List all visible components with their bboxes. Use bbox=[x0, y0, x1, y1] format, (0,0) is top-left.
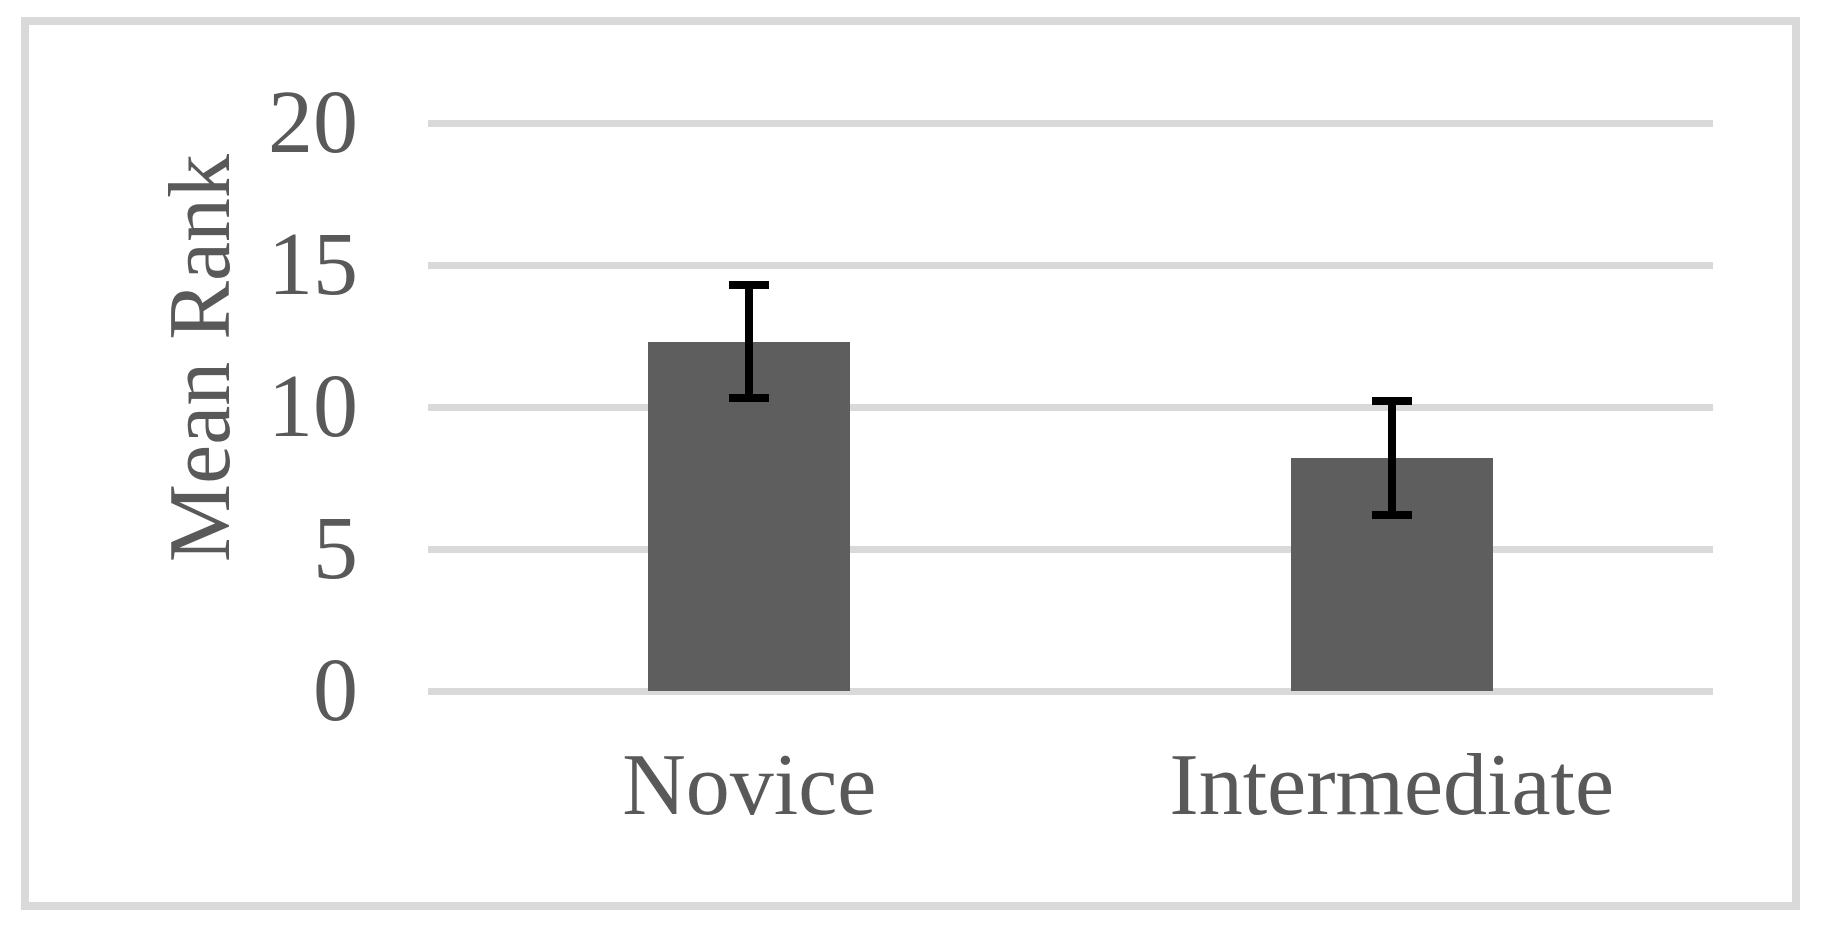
error-bar-line-intermediate bbox=[1387, 401, 1396, 515]
error-bar-cap-top-intermediate bbox=[1371, 397, 1412, 406]
gridline-0 bbox=[428, 687, 1713, 695]
y-tick-label-0: 0 bbox=[313, 641, 358, 740]
error-bar-cap-bottom-novice bbox=[729, 394, 770, 403]
x-label-novice: Novice bbox=[622, 737, 877, 834]
figure-border bbox=[21, 17, 1800, 910]
gridline-15 bbox=[428, 261, 1713, 269]
y-tick-label-20: 20 bbox=[268, 73, 358, 172]
y-tick-label-15: 15 bbox=[268, 215, 358, 314]
error-bar-cap-bottom-intermediate bbox=[1371, 510, 1412, 519]
error-bar-cap-top-novice bbox=[729, 280, 770, 289]
gridline-20 bbox=[428, 119, 1713, 127]
x-label-intermediate: Intermediate bbox=[1169, 737, 1615, 834]
gridline-5 bbox=[428, 545, 1713, 553]
error-bar-line-novice bbox=[745, 284, 754, 399]
y-tick-label-10: 10 bbox=[268, 357, 358, 456]
gridline-10 bbox=[428, 403, 1713, 411]
y-tick-label-5: 5 bbox=[313, 499, 358, 598]
